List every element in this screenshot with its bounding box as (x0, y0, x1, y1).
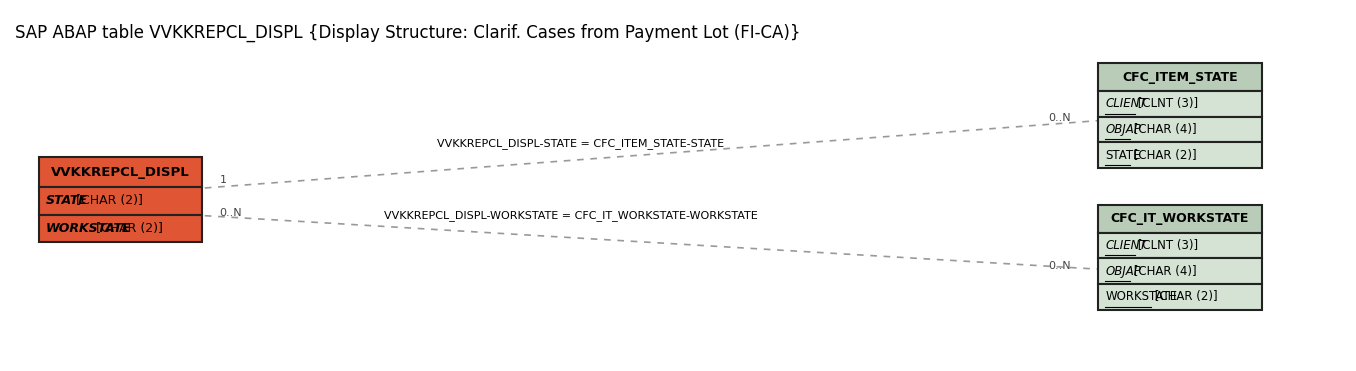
Text: OBJAP: OBJAP (1105, 123, 1140, 136)
Text: WORKSTATE: WORKSTATE (1105, 290, 1177, 303)
FancyBboxPatch shape (1098, 205, 1261, 233)
Text: [CLNT (3)]: [CLNT (3)] (1135, 97, 1199, 110)
FancyBboxPatch shape (1098, 91, 1261, 117)
Text: CFC_ITEM_STATE: CFC_ITEM_STATE (1123, 70, 1238, 83)
FancyBboxPatch shape (39, 157, 202, 187)
Text: 0..N: 0..N (220, 208, 243, 218)
Text: STATE: STATE (46, 194, 88, 207)
Text: VVKKREPCL_DISPL-WORKSTATE = CFC_IT_WORKSTATE-WORKSTATE: VVKKREPCL_DISPL-WORKSTATE = CFC_IT_WORKS… (384, 210, 758, 221)
Text: [CHAR (2)]: [CHAR (2)] (1151, 290, 1218, 303)
Text: 1: 1 (220, 175, 226, 185)
Text: CFC_IT_WORKSTATE: CFC_IT_WORKSTATE (1111, 212, 1249, 225)
FancyBboxPatch shape (39, 187, 202, 215)
Text: [CHAR (2)]: [CHAR (2)] (1131, 149, 1197, 162)
FancyBboxPatch shape (1098, 233, 1261, 258)
FancyBboxPatch shape (39, 215, 202, 242)
Text: [CLNT (3)]: [CLNT (3)] (1135, 239, 1199, 252)
FancyBboxPatch shape (1098, 258, 1261, 284)
FancyBboxPatch shape (1098, 284, 1261, 310)
Text: VVKKREPCL_DISPL-STATE = CFC_ITEM_STATE-STATE: VVKKREPCL_DISPL-STATE = CFC_ITEM_STATE-S… (438, 138, 724, 149)
Text: VVKKREPCL_DISPL: VVKKREPCL_DISPL (52, 165, 190, 178)
FancyBboxPatch shape (1098, 63, 1261, 91)
Text: OBJAP: OBJAP (1105, 265, 1140, 278)
Text: SAP ABAP table VVKKREPCL_DISPL {Display Structure: Clarif. Cases from Payment Lo: SAP ABAP table VVKKREPCL_DISPL {Display … (15, 24, 800, 42)
Text: CLIENT: CLIENT (1105, 97, 1147, 110)
Text: WORKSTATE: WORKSTATE (46, 222, 132, 235)
Text: CLIENT: CLIENT (1105, 239, 1147, 252)
Text: [CHAR (4)]: [CHAR (4)] (1130, 265, 1196, 278)
FancyBboxPatch shape (1098, 142, 1261, 168)
Text: [CHAR (2)]: [CHAR (2)] (92, 222, 163, 235)
Text: [CHAR (2)]: [CHAR (2)] (72, 194, 142, 207)
Text: 0..N: 0..N (1048, 261, 1071, 271)
Text: 0..N: 0..N (1048, 113, 1071, 123)
FancyBboxPatch shape (1098, 117, 1261, 142)
Text: STATE: STATE (1105, 149, 1140, 162)
Text: [CHAR (4)]: [CHAR (4)] (1130, 123, 1196, 136)
